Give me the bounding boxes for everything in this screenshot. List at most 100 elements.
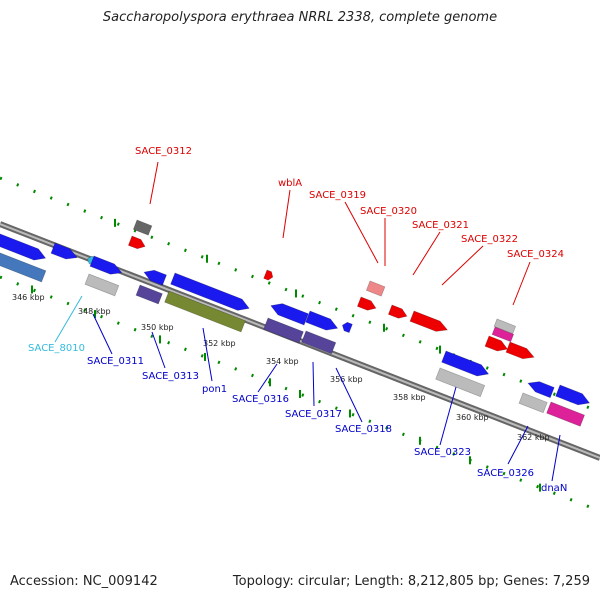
gene-SACE_0313 — [135, 284, 163, 305]
gene-label-top: wblA — [278, 178, 302, 189]
scale-tick-label: 346 kbp — [12, 293, 45, 302]
gene-block-shape — [89, 255, 123, 275]
gene-block-shape — [143, 269, 167, 286]
gene-SACE_0312 — [127, 235, 146, 250]
gene-block — [305, 310, 339, 331]
gene-label-bottom: SACE_0313 — [142, 371, 199, 382]
gene-SACE_0311 — [84, 273, 120, 297]
gene-block-shape — [132, 219, 153, 236]
gene-block-shape — [305, 310, 339, 331]
gene-SACE_0326-shape — [518, 392, 548, 414]
gene-label-bottom: SACE_0326 — [477, 468, 534, 479]
gene-SACE_0320 — [356, 296, 377, 311]
gene-block-shape — [491, 326, 515, 343]
leader-line-bottom — [92, 313, 113, 355]
gene-block-shape — [505, 341, 535, 360]
gene-SACE_0319-shape — [365, 280, 386, 297]
gene-label-bottom: SACE_0311 — [87, 356, 144, 367]
gene-block — [527, 381, 555, 399]
gene-SACE_0312-shape — [127, 235, 146, 250]
scale-tick-label: 354 kbp — [266, 357, 299, 366]
scale-tick-label: 352 kbp — [203, 339, 236, 348]
gene-label-top: SACE_0319 — [309, 190, 366, 201]
gene-block-shape — [493, 318, 517, 335]
gene-SACE_0316 — [263, 317, 304, 344]
gene-SACE_0313-shape — [135, 284, 163, 305]
leader-line-top — [282, 189, 291, 239]
gene-SACE_0320-shape — [356, 296, 377, 311]
leader-line-bottom — [54, 295, 83, 343]
gene-block-shape — [555, 384, 591, 406]
gene-block-shape — [0, 248, 47, 283]
leader-line-bottom — [335, 367, 363, 423]
leader-line-top — [441, 245, 484, 286]
gene-SACE_0326 — [518, 392, 548, 414]
scale-tick-label: 358 kbp — [393, 393, 426, 402]
gene-label-bottom: SACE_8010 — [28, 343, 85, 354]
accession-text: Accession: NC_009142 — [10, 574, 158, 589]
scale-tick-label: 356 kbp — [330, 375, 363, 384]
leader-line-top — [412, 231, 441, 276]
gene-block — [505, 341, 535, 360]
leader-line-bottom — [257, 363, 278, 393]
gene-block-shape — [441, 350, 490, 377]
scale-tick-label: 360 kbp — [456, 413, 489, 422]
gene-block — [0, 229, 47, 261]
gene-dnaN-shape — [546, 401, 585, 427]
gene-label-bottom: dnaN — [541, 483, 567, 494]
gene-SACE_0311-shape — [84, 273, 120, 297]
gene-SACE_0316-shape — [263, 317, 304, 344]
gene-SACE_0317-shape — [301, 330, 337, 355]
gene-block — [341, 321, 353, 334]
gene-block-shape — [50, 242, 78, 260]
leader-line-top — [344, 201, 379, 264]
leader-line-bottom — [551, 434, 561, 482]
leader-line-bottom — [507, 425, 529, 465]
leader-line-top — [512, 261, 531, 306]
gene-SACE_0322-shape — [409, 310, 449, 332]
gene-block — [89, 255, 123, 275]
gene-block-shape — [0, 229, 47, 261]
gene-SACE_0323-shape — [435, 367, 486, 398]
gene-block — [491, 326, 515, 343]
gene-wblA — [263, 269, 274, 281]
scale-tick-label: 362 kbp — [517, 433, 550, 442]
gene-block — [555, 384, 591, 406]
gene-block — [270, 303, 309, 326]
scale-tick-label: 350 kbp — [141, 323, 174, 332]
gene-SACE_0319 — [365, 280, 386, 297]
gene-block — [132, 219, 153, 236]
gene-label-bottom: pon1 — [202, 384, 227, 395]
gene-block — [170, 272, 250, 311]
gene-block-shape — [341, 321, 353, 334]
gene-SACE_0317 — [301, 330, 337, 355]
gene-pon1 — [164, 290, 246, 333]
gene-block — [441, 350, 490, 377]
gene-block-shape — [270, 303, 309, 326]
gene-SACE_0324 — [484, 335, 509, 352]
gene-SACE_0321-shape — [387, 304, 408, 319]
gene-SACE_0324-shape — [484, 335, 509, 352]
gene-SACE_0323 — [435, 367, 486, 398]
gene-wblA-shape — [263, 269, 274, 281]
scale-tick-label: 348 kbp — [78, 307, 111, 316]
gene-label-top: SACE_0322 — [461, 234, 518, 245]
leader-line-bottom — [151, 331, 166, 369]
gene-dnaN — [546, 401, 585, 427]
gene-label-top: SACE_0324 — [507, 249, 564, 260]
gene-pon1-shape — [164, 290, 246, 333]
gene-SACE_0322 — [409, 310, 449, 332]
leader-line-bottom — [439, 386, 457, 446]
gene-label-bottom: SACE_0323 — [414, 447, 471, 458]
gene-label-top: SACE_0320 — [360, 206, 417, 217]
map-title: Saccharopolyspora erythraea NRRL 2338, c… — [102, 10, 498, 25]
gene-block — [493, 318, 517, 335]
gene-label-bottom: SACE_0318 — [335, 424, 392, 435]
gene-label-bottom: SACE_0316 — [232, 394, 289, 405]
topology-text: Topology: circular; Length: 8,212,805 bp… — [232, 574, 590, 589]
gene-label-bottom: SACE_0317 — [285, 409, 342, 420]
leader-line-bottom — [312, 361, 315, 407]
gene-block — [0, 248, 47, 283]
gene-block — [50, 242, 78, 260]
